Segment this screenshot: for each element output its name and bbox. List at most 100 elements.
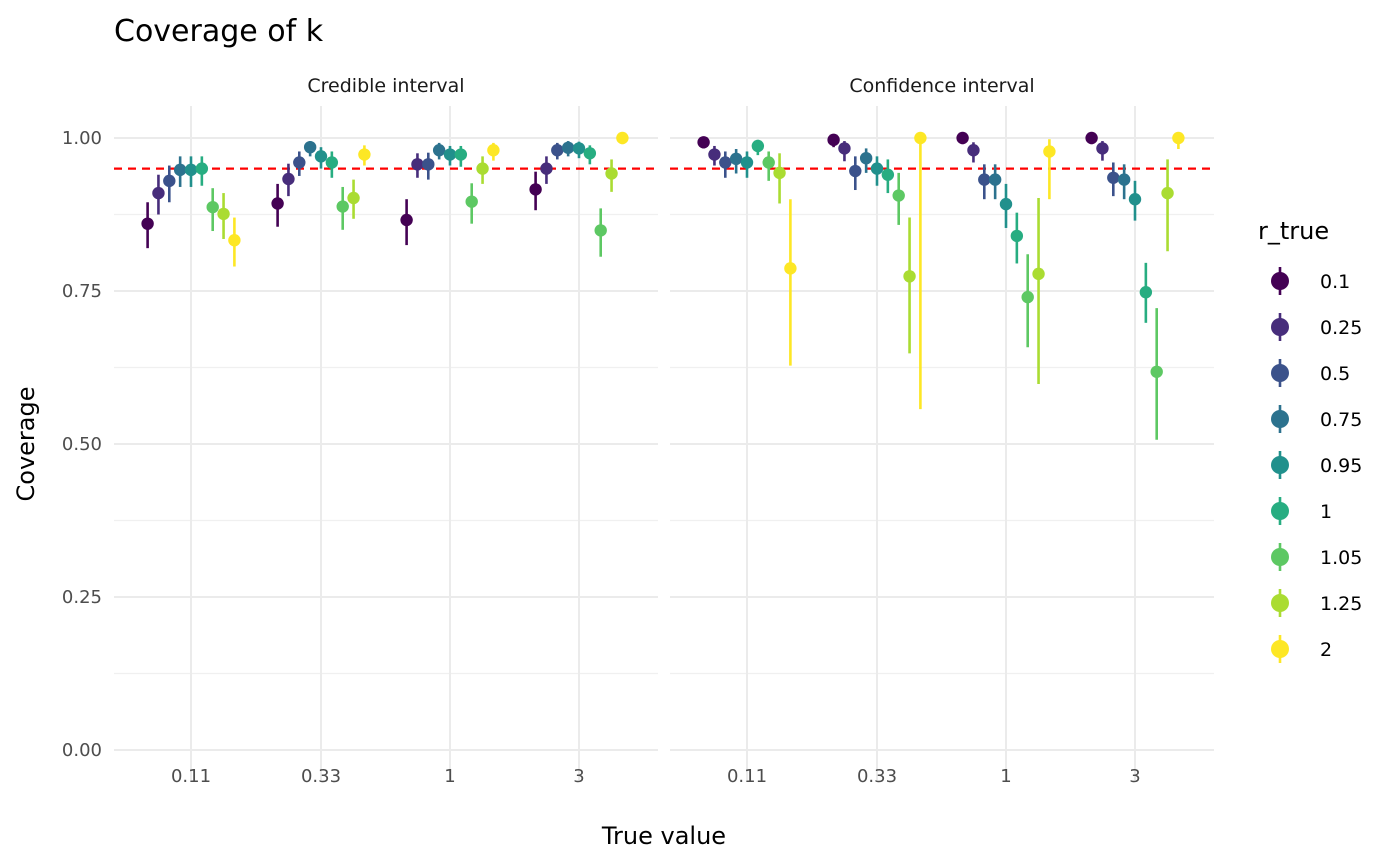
point-marker (1117, 173, 1131, 186)
legend-key-dot (1271, 502, 1289, 520)
data-point (838, 141, 851, 162)
legend-item: 0.75 (1271, 405, 1362, 433)
point-marker (616, 131, 629, 145)
data-point (314, 147, 328, 169)
data-point (465, 183, 478, 224)
point-marker (454, 148, 468, 161)
data-point (605, 159, 618, 192)
point-marker (697, 136, 710, 149)
panel-label-credible: Credible interval (307, 75, 464, 97)
data-point (1172, 131, 1185, 150)
point-marker (476, 162, 489, 175)
y-tick-label: 1.00 (62, 128, 102, 149)
data-point (152, 174, 165, 215)
legend-title: r_true (1258, 217, 1329, 245)
point-marker (1043, 145, 1056, 158)
point-marker (988, 173, 1002, 186)
data-point (443, 145, 457, 166)
point-marker (561, 141, 575, 154)
point-marker (1139, 286, 1153, 299)
point-marker (228, 234, 241, 247)
point-marker (217, 207, 230, 221)
point-marker (1172, 131, 1185, 145)
data-point (773, 153, 786, 204)
data-point (956, 131, 969, 145)
legend-item: 0.5 (1271, 359, 1350, 387)
data-point (228, 217, 241, 267)
point-marker (293, 156, 306, 169)
legend-label: 1 (1320, 501, 1332, 523)
point-marker (336, 200, 349, 213)
data-point (195, 156, 209, 186)
data-point (616, 131, 629, 145)
point-marker (870, 162, 884, 175)
legend-label: 0.95 (1320, 455, 1362, 477)
data-point (784, 199, 797, 366)
point-marker (583, 147, 597, 160)
y-tick-labels: 0.00 0.25 0.50 0.75 1.00 (62, 128, 102, 761)
point-marker (1010, 229, 1024, 243)
data-point (173, 156, 187, 187)
point-marker (849, 164, 862, 178)
y-tick-label: 0.25 (62, 587, 102, 608)
chart-title: Coverage of k (114, 14, 324, 49)
point-marker (892, 189, 905, 202)
legend-item: 0.1 (1271, 267, 1350, 295)
data-point (999, 183, 1013, 228)
y-tick-label: 0.50 (62, 434, 102, 455)
point-marker (1096, 142, 1109, 155)
legend-key-dot (1271, 272, 1289, 290)
data-point (411, 153, 424, 178)
point-marker (1161, 186, 1174, 200)
data-point (1139, 262, 1153, 323)
x-tick-label: 1 (444, 766, 455, 787)
data-point (914, 131, 927, 410)
legend-label: 0.75 (1320, 409, 1362, 431)
legend-label: 0.25 (1320, 317, 1362, 339)
legend-item: 0.95 (1271, 451, 1362, 479)
legend-label: 2 (1320, 639, 1332, 661)
legend-item: 1.05 (1271, 543, 1362, 571)
data-point (432, 142, 446, 160)
legend-key-dot (1271, 548, 1289, 566)
data-point (1128, 180, 1142, 221)
data-point (400, 199, 413, 246)
data-point (303, 140, 317, 157)
point-marker (1128, 193, 1142, 206)
x-tick-label: 0.11 (727, 766, 767, 787)
legend: 0.1 0.25 0.5 0.75 0.95 1 1.05 1.25 2 (1271, 267, 1362, 663)
point-marker (594, 224, 607, 237)
legend-label: 1.25 (1320, 593, 1362, 615)
data-point (561, 141, 575, 157)
point-marker (1085, 131, 1098, 145)
point-marker (443, 148, 457, 161)
point-marker (303, 140, 317, 154)
point-marker (881, 168, 895, 181)
point-marker (465, 195, 478, 208)
data-point (583, 145, 597, 165)
point-marker (529, 183, 542, 196)
data-point (206, 188, 219, 232)
legend-key-dot (1271, 456, 1289, 474)
x-tick-label: 3 (1129, 766, 1140, 787)
data-point (849, 156, 862, 191)
point-marker (1021, 290, 1034, 304)
point-marker (422, 158, 435, 171)
data-point (1117, 164, 1131, 200)
data-point (217, 193, 230, 239)
point-marker (740, 156, 754, 169)
point-marker (751, 139, 765, 153)
point-marker (1032, 267, 1045, 281)
legend-key-dot (1271, 318, 1289, 336)
data-point (740, 151, 754, 178)
data-point (551, 142, 564, 160)
x-tick-label: 0.11 (171, 766, 211, 787)
data-point (336, 186, 349, 230)
point-marker (978, 173, 991, 186)
data-point (454, 145, 468, 167)
legend-item: 0.25 (1271, 313, 1362, 341)
point-marker (1107, 171, 1120, 184)
point-marker (572, 142, 586, 155)
panel-label-confidence: Confidence interval (849, 75, 1034, 97)
